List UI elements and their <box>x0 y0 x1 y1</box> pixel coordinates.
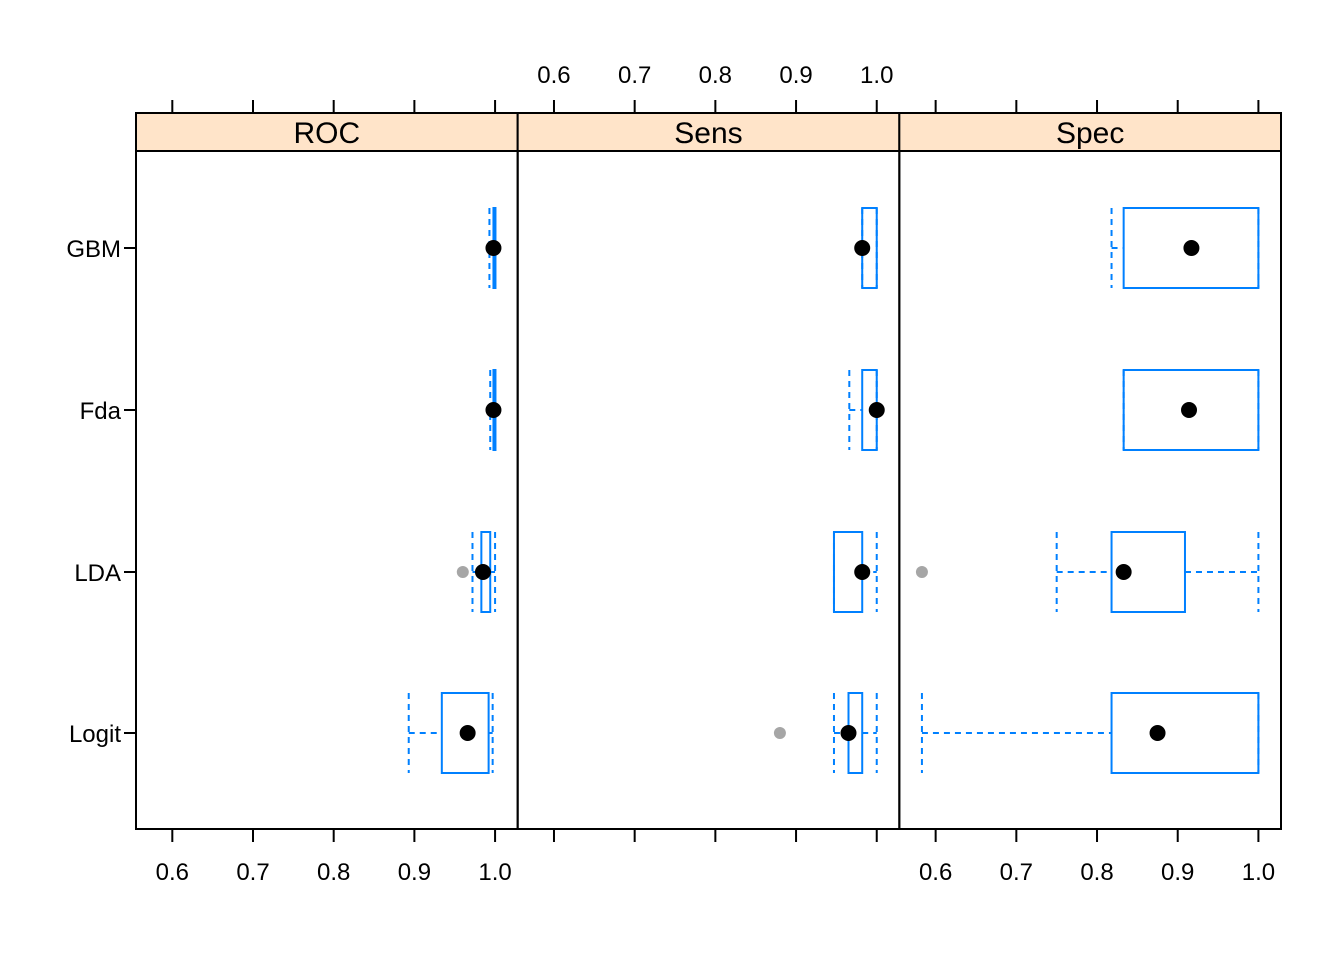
x-tick-label: 0.8 <box>1080 859 1113 886</box>
x-tick-label: 0.9 <box>1161 859 1194 886</box>
median-point <box>1181 402 1198 418</box>
x-tick-label: 1.0 <box>478 859 511 886</box>
strip-roc <box>135 112 519 152</box>
median-point <box>1115 564 1132 580</box>
box-lda <box>1110 531 1186 613</box>
box-logit <box>1110 692 1260 774</box>
x-tick-label: 0.7 <box>1000 859 1033 886</box>
median-point <box>1183 240 1200 256</box>
strip-label-roc: ROC <box>293 117 360 150</box>
box-logit <box>440 692 490 774</box>
y-tick-label: Fda <box>80 398 122 425</box>
x-tick-label: 0.6 <box>919 859 952 886</box>
y-tick-label: LDA <box>74 560 121 587</box>
x-tick-label: 0.6 <box>156 859 189 886</box>
median-point <box>485 402 502 418</box>
y-tick-label: Logit <box>69 721 121 748</box>
x-tick-label-top: 0.9 <box>779 62 812 89</box>
outlier-point <box>915 566 928 578</box>
outlier-point <box>773 727 786 739</box>
median-point <box>474 564 491 580</box>
median-point <box>485 240 502 256</box>
strip-sens <box>516 112 901 152</box>
median-point <box>854 564 871 580</box>
median-point <box>1149 725 1166 741</box>
x-tick-label: 0.9 <box>398 859 431 886</box>
strip-label-spec: Spec <box>1056 117 1124 150</box>
median-point <box>840 725 857 741</box>
median-point <box>459 725 476 741</box>
x-tick-label-top: 0.6 <box>537 62 570 89</box>
x-tick-label: 0.8 <box>317 859 350 886</box>
x-tick-label-top: 1.0 <box>860 62 893 89</box>
panel-sens <box>516 150 901 830</box>
x-tick-label: 0.7 <box>236 859 269 886</box>
x-tick-label-top: 0.8 <box>699 62 732 89</box>
median-point <box>868 402 885 418</box>
x-tick-label-top: 0.7 <box>618 62 651 89</box>
median-point <box>854 240 871 256</box>
box-gbm <box>1122 207 1260 289</box>
x-tick-label: 1.0 <box>1242 859 1275 886</box>
panel-roc <box>135 150 519 830</box>
panel-spec <box>898 150 1282 830</box>
y-tick-label: GBM <box>66 236 121 263</box>
box-fda <box>1122 369 1260 451</box>
strip-label-sens: Sens <box>674 117 742 150</box>
outlier-point <box>456 566 469 578</box>
